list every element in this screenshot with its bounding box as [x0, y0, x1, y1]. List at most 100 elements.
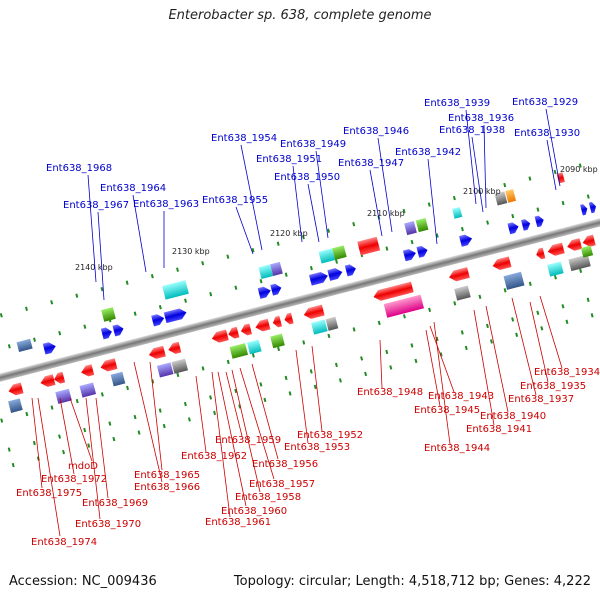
- leader-line: [31, 397, 43, 489]
- tick-dot: [7, 447, 11, 452]
- tick-dot: [503, 182, 507, 188]
- forward-gene-arrow: [151, 314, 165, 327]
- tick-dot: [485, 323, 489, 329]
- forward-gene-arrow: [416, 245, 428, 258]
- tick-dot: [313, 384, 317, 390]
- leader-line: [511, 297, 537, 396]
- feature-block: [156, 362, 174, 378]
- forward-gene-arrow: [100, 327, 112, 340]
- tick-dot: [489, 339, 493, 344]
- gene-label-top: Ent638_1930: [514, 128, 580, 139]
- tick-dot: [352, 327, 356, 332]
- leader-line: [240, 144, 263, 251]
- tick-dot: [503, 288, 507, 293]
- leader-line: [473, 309, 495, 426]
- gene-label-bottom: Ent638_1960: [221, 506, 287, 517]
- leader-line: [235, 206, 254, 255]
- forward-gene-arrow: [507, 222, 519, 235]
- feature-block: [505, 189, 517, 203]
- backbone: [0, 170, 600, 430]
- forward-gene-arrow: [459, 234, 473, 247]
- feature-block: [171, 358, 189, 374]
- gene-label-top: Ent638_1967: [63, 200, 129, 211]
- leader-line: [132, 194, 147, 273]
- reverse-gene-arrow: [8, 382, 24, 396]
- feature-block: [332, 245, 347, 260]
- tick-dot: [360, 356, 364, 361]
- forward-gene-arrow: [580, 204, 588, 216]
- feature-block: [454, 285, 471, 301]
- gene-label-bottom: Ent638_1934: [534, 367, 600, 378]
- reverse-gene-arrow: [272, 315, 283, 328]
- leader-line: [133, 361, 163, 483]
- forward-gene-arrow: [534, 215, 544, 228]
- reverse-gene-arrow: [40, 374, 56, 387]
- tick-dot: [478, 294, 482, 300]
- gene-label-bottom: Ent638_1940: [480, 411, 546, 422]
- kbp-label: 2100 kbp: [463, 187, 501, 196]
- tick-dot: [338, 378, 342, 383]
- feature-block: [311, 319, 328, 335]
- tick-dot: [162, 423, 166, 429]
- tick-dot: [133, 414, 137, 420]
- gene-label-bottom: Ent638_1962: [181, 451, 247, 462]
- tick-dot: [335, 259, 339, 264]
- tick-dot: [112, 436, 116, 442]
- feature-block: [79, 382, 97, 398]
- gene-label-top: Ent638_1954: [211, 133, 277, 144]
- tick-dot: [528, 176, 532, 181]
- tick-dot: [309, 369, 313, 374]
- tick-dot: [276, 241, 280, 246]
- tick-dot: [176, 372, 180, 378]
- tick-dot: [288, 391, 292, 396]
- kbp-label: 2140 kbp: [75, 263, 113, 272]
- tick-dot: [540, 326, 544, 331]
- tick-dot: [150, 274, 154, 279]
- tick-dot: [561, 304, 565, 309]
- reverse-gene-arrow: [54, 371, 66, 384]
- tick-dot: [427, 202, 431, 207]
- tick-dot: [137, 430, 141, 435]
- feature-block: [383, 294, 425, 318]
- tick-dot: [100, 392, 104, 397]
- tick-dot: [327, 228, 331, 233]
- gene-label-top: Ent638_1946: [343, 126, 409, 137]
- leader-line: [87, 174, 97, 283]
- reverse-gene-arrow: [168, 341, 182, 354]
- tick-dot: [184, 298, 187, 303]
- reverse-gene-arrow: [228, 326, 240, 339]
- accession-text: Accession: NC_009436: [9, 574, 157, 589]
- reverse-gene-arrow: [449, 267, 470, 282]
- forward-gene-arrow: [112, 324, 124, 337]
- gene-label-top: Ent638_1942: [395, 147, 461, 158]
- tick-dot: [515, 332, 519, 338]
- forward-gene-arrow: [402, 249, 416, 262]
- tick-dot: [125, 280, 129, 285]
- tick-dot: [428, 307, 432, 313]
- forward-gene-arrow: [163, 308, 187, 324]
- reverse-gene-arrow: [211, 329, 229, 343]
- tick-dot: [414, 358, 418, 364]
- forward-gene-arrow: [42, 342, 56, 355]
- leader-line: [377, 137, 393, 233]
- map-title: Enterobacter sp. 638, complete genome: [168, 8, 432, 23]
- tick-dot: [259, 278, 263, 284]
- tick-dot: [213, 410, 217, 416]
- leader-line: [425, 329, 441, 407]
- tick-dot: [62, 449, 66, 455]
- tick-dot: [565, 319, 569, 325]
- gene-label-top: Ent638_1947: [338, 158, 404, 169]
- tick-dot: [277, 346, 281, 352]
- gene-label-bottom: Ent638_1945: [414, 405, 480, 416]
- tick-dot: [263, 397, 267, 403]
- tick-dot: [586, 297, 590, 303]
- leader-line: [529, 301, 549, 383]
- tick-dot: [50, 405, 54, 410]
- tick-dot: [87, 443, 91, 448]
- leader-line: [59, 397, 75, 475]
- feature-block: [325, 316, 339, 331]
- tick-dot: [32, 440, 36, 446]
- leader-line: [483, 124, 487, 209]
- tick-dot: [389, 365, 393, 370]
- gene-label-bottom: Ent638_1948: [357, 387, 423, 398]
